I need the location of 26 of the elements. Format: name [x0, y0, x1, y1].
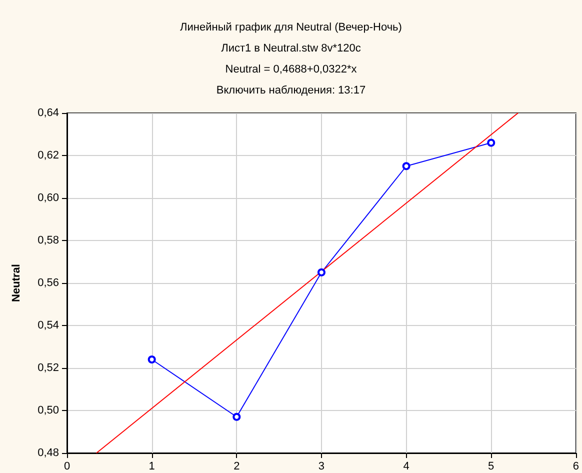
- y-tick-label: 0,56: [38, 277, 59, 289]
- chart-subtitle: Лист1 в Neutral.stw 8v*120c: [221, 42, 362, 54]
- x-tick-label: 2: [234, 460, 240, 472]
- x-tick-label: 6: [572, 460, 580, 472]
- text: Neutral = 0,4688+0,0322*x: [225, 64, 358, 76]
- y-tick-label: 0,50: [38, 404, 59, 416]
- point: [148, 356, 156, 364]
- x-tick-label: 3: [318, 460, 325, 472]
- point: [317, 268, 326, 276]
- y-tick-label: 0,54: [38, 320, 59, 332]
- y-tick-label: 0,52: [38, 362, 59, 374]
- y-tick-label: 0,62: [38, 150, 59, 162]
- point: [232, 412, 241, 421]
- y-tick-label: 0,60: [38, 192, 59, 204]
- point: [402, 162, 410, 170]
- point: [487, 138, 496, 147]
- y-tick-label: 0,64: [38, 107, 59, 119]
- x-tick-label: 1: [148, 460, 155, 472]
- y-tick-label: 0,58: [38, 234, 59, 246]
- x-tick-label: 5: [488, 460, 494, 472]
- y-tick-label: 0,48: [38, 447, 59, 459]
- chart-title: Линейный график для Neutral (Вечер-Ночь): [180, 22, 402, 34]
- y-axis-title: Neutral: [10, 264, 22, 302]
- text: Включить наблюдения: 13:17: [216, 84, 366, 96]
- x-tick-label: 0: [64, 460, 70, 472]
- x-tick-label: 4: [403, 460, 410, 472]
